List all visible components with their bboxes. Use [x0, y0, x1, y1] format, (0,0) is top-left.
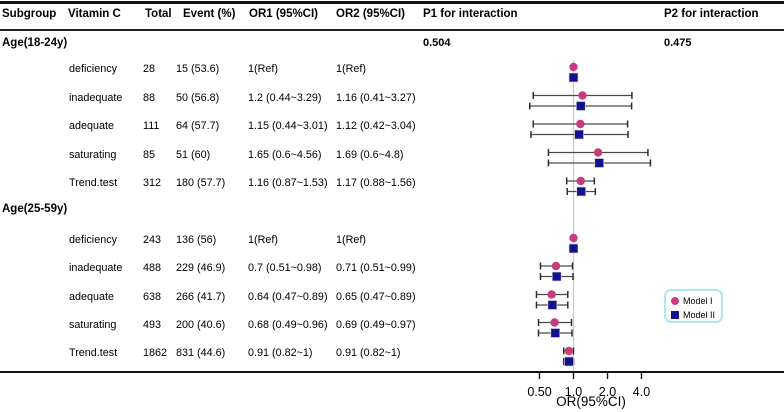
cell-or1-text: 0.7 (0.51~0.98) [248, 262, 322, 274]
table-row: adequate 638 266 (41.7) 0.64 (0.47~0.89) 0.6… [0, 291, 784, 309]
p1-interaction-value: 0.504 [423, 37, 451, 49]
cell-or2-text: 0.65 (0.47~0.89) [336, 290, 416, 303]
cell-vitamin-c: saturating [69, 318, 117, 331]
legend-label-model2: Model II [683, 310, 716, 320]
cell-or1-text: 0.91 (0.82~1) [248, 347, 313, 359]
table-row: Trend.test 312 180 (57.7) 1.16 (0.87~1.53) 1… [0, 177, 784, 195]
cell-event-pct: 136 (56) [176, 234, 217, 246]
cell-or1-text: 1(Ref) [248, 234, 278, 246]
header-rule [0, 29, 784, 31]
cell-total: 493 [143, 318, 162, 331]
cell-or2-text: 0.71 (0.51~0.99) [336, 262, 416, 274]
legend-label-model1: Model I [683, 296, 713, 306]
cell-total: 111 [143, 120, 160, 132]
column-header-or2: OR2 (95%CI) [336, 8, 406, 20]
cell-or2-text: 1.69 (0.6~4.8) [336, 148, 404, 161]
cell-event-pct: 200 (40.6) [176, 318, 226, 331]
cell-vitamin-c: inadequate [69, 262, 123, 274]
column-header-total: Total [145, 8, 172, 20]
cell-vitamin-c: Trend.test [69, 177, 118, 189]
x-axis-label: OR(95%CI) [556, 394, 626, 409]
cell-or2-text: 1.12 (0.42~3.04) [336, 120, 416, 132]
cell-or1-text: 1.2 (0.44~3.29) [248, 91, 322, 104]
model1-circle-icon [671, 297, 679, 305]
cell-or2-text: 1.17 (0.88~1.56) [336, 177, 416, 189]
cell-total: 28 [143, 63, 156, 75]
cell-vitamin-c: Trend.test [69, 347, 118, 359]
cell-event-pct: 15 (53.6) [176, 63, 220, 75]
cell-or1-text: 1.16 (0.87~1.53) [248, 177, 328, 189]
group-label-age-18-24: Age(18-24y) [2, 37, 68, 49]
cell-or2-text: 1(Ref) [336, 234, 366, 246]
column-header-p1-interaction: P1 for interaction [423, 8, 518, 20]
cell-event-pct: 266 (41.7) [176, 290, 226, 303]
cell-or1-text: 1.15 (0.44~3.01) [248, 120, 328, 132]
table-row: inadequate 88 50 (56.8) 1.2 (0.44~3.29) 1.16… [0, 92, 784, 110]
cell-or2-text: 1.16 (0.41~3.27) [336, 91, 416, 104]
cell-or1-text: 0.68 (0.49~0.96) [248, 318, 328, 331]
model2-square-icon [671, 311, 679, 319]
p2-interaction-value: 0.475 [664, 37, 692, 49]
column-header-or1: OR1 (95%CI) [249, 8, 319, 20]
cell-total: 638 [143, 290, 162, 303]
table-row: adequate 111 64 (57.7) 1.15 (0.44~3.01) 1.12… [0, 120, 784, 138]
table-row: inadequate 488 229 (46.9) 0.7 (0.51~0.98) 0.… [0, 262, 784, 280]
cell-vitamin-c: deficiency [69, 63, 118, 75]
cell-or1-text: 0.64 (0.47~0.89) [248, 290, 328, 303]
legend-item-model2: Model II [671, 308, 721, 322]
column-header-vitamin-c: Vitamin C [68, 8, 121, 20]
cell-total: 88 [143, 91, 156, 104]
cell-or1-text: 1(Ref) [248, 63, 278, 75]
legend-item-model1: Model I [671, 294, 721, 308]
cell-event-pct: 51 (60) [176, 148, 211, 161]
legend: Model I Model II [664, 289, 723, 323]
cell-vitamin-c: inadequate [69, 91, 123, 104]
cell-vitamin-c: saturating [69, 148, 117, 161]
cell-total: 488 [143, 262, 162, 274]
cell-vitamin-c: adequate [69, 290, 115, 303]
column-header-event-pct: Event (%) [183, 8, 236, 20]
bottom-axis-rule [0, 371, 784, 373]
cell-vitamin-c: deficiency [69, 234, 118, 246]
table-row: saturating 493 200 (40.6) 0.68 (0.49~0.96) 0… [0, 319, 784, 337]
cell-or2-text: 0.91 (0.82~1) [336, 347, 401, 359]
cell-or2-text: 1(Ref) [336, 63, 366, 75]
cell-total: 1862 [143, 347, 168, 359]
cell-total: 243 [143, 234, 162, 246]
cell-event-pct: 50 (56.8) [176, 91, 220, 104]
cell-event-pct: 64 (57.7) [176, 120, 220, 132]
cell-total: 85 [143, 148, 156, 161]
table-row: deficiency 28 15 (53.6) 1(Ref) 1(Ref) [0, 63, 784, 81]
table-row: Trend.test 1862 831 (44.6) 0.91 (0.82~1) 0.9… [0, 347, 784, 365]
cell-event-pct: 229 (46.9) [176, 262, 226, 274]
column-header-p2-interaction: P2 for interaction [664, 8, 759, 20]
cell-vitamin-c: adequate [69, 120, 115, 132]
cell-event-pct: 180 (57.7) [176, 177, 226, 189]
cell-total: 312 [143, 177, 162, 189]
group-label-age-25-59: Age(25-59y) [2, 203, 68, 215]
cell-event-pct: 831 (44.6) [176, 347, 226, 359]
table-row: deficiency 243 136 (56) 1(Ref) 1(Ref) [0, 234, 784, 252]
column-header-subgroup: Subgroup [2, 8, 57, 20]
top-rule [0, 1, 784, 4]
cell-or2-text: 0.69 (0.49~0.97) [336, 318, 416, 331]
table-row: saturating 85 51 (60) 1.65 (0.6~4.56) 1.69 (… [0, 149, 784, 167]
cell-or1-text: 1.65 (0.6~4.56) [248, 148, 322, 161]
